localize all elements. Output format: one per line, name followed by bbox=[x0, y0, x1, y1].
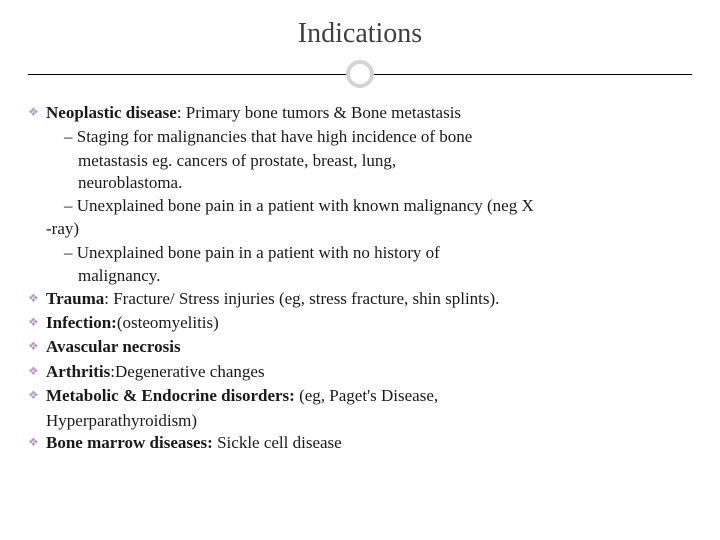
slide: Indications ❖ Neoplastic disease: Primar… bbox=[0, 0, 720, 540]
divider-line-left bbox=[28, 74, 347, 75]
title-divider bbox=[28, 60, 692, 88]
divider-circle-icon bbox=[346, 60, 374, 88]
sub-metabolic-2: Hyperparathyroidism) bbox=[28, 410, 692, 432]
bullet-label-rest: (eg, Paget's Disease, bbox=[295, 386, 438, 405]
slide-title: Indications bbox=[28, 18, 692, 50]
bullet-arthritis: ❖ Arthritis:Degenerative changes bbox=[28, 361, 692, 383]
bullet-label-rest: :Degenerative changes bbox=[110, 362, 264, 381]
bullet-label-bold: Trauma bbox=[46, 289, 104, 308]
bullet-label-rest: (osteomyelitis) bbox=[117, 313, 219, 332]
bullet-infection: ❖ Infection:(osteomyelitis) bbox=[28, 312, 692, 334]
diamond-bullet-icon: ❖ bbox=[28, 339, 39, 355]
diamond-bullet-icon: ❖ bbox=[28, 435, 39, 451]
bullet-label-bold: Avascular necrosis bbox=[46, 337, 181, 356]
content-body: ❖ Neoplastic disease: Primary bone tumor… bbox=[28, 102, 692, 455]
sub-staging-1: – Staging for malignancies that have hig… bbox=[28, 126, 692, 148]
diamond-bullet-icon: ❖ bbox=[28, 291, 39, 307]
sub-unexplained-known-1: – Unexplained bone pain in a patient wit… bbox=[28, 195, 692, 217]
diamond-bullet-icon: ❖ bbox=[28, 388, 39, 404]
bullet-trauma: ❖ Trauma: Fracture/ Stress injuries (eg,… bbox=[28, 288, 692, 310]
diamond-bullet-icon: ❖ bbox=[28, 315, 39, 331]
sub-staging-2: metastasis eg. cancers of prostate, brea… bbox=[28, 150, 692, 172]
bullet-label-bold: Neoplastic disease bbox=[46, 103, 177, 122]
bullet-neoplastic: ❖ Neoplastic disease: Primary bone tumor… bbox=[28, 102, 692, 124]
sub-unexplained-known-2: -ray) bbox=[28, 218, 692, 240]
divider-line-right bbox=[373, 74, 692, 75]
bullet-label-bold: Metabolic & Endocrine disorders: bbox=[46, 386, 295, 405]
bullet-avascular: ❖ Avascular necrosis bbox=[28, 336, 692, 358]
bullet-label-rest: : Fracture/ Stress injuries (eg, stress … bbox=[104, 289, 499, 308]
bullet-label-rest: : Primary bone tumors & Bone metastasis bbox=[177, 103, 461, 122]
bullet-label-rest: Sickle cell disease bbox=[213, 433, 342, 452]
sub-unexplained-nohx-1: – Unexplained bone pain in a patient wit… bbox=[28, 242, 692, 264]
bullet-label-bold: Arthritis bbox=[46, 362, 110, 381]
bullet-metabolic: ❖ Metabolic & Endocrine disorders: (eg, … bbox=[28, 385, 692, 407]
bullet-label-bold: Bone marrow diseases: bbox=[46, 433, 213, 452]
diamond-bullet-icon: ❖ bbox=[28, 105, 39, 121]
sub-unexplained-nohx-2: malignancy. bbox=[28, 265, 692, 287]
diamond-bullet-icon: ❖ bbox=[28, 364, 39, 380]
sub-staging-3: neuroblastoma. bbox=[28, 172, 692, 194]
bullet-label-bold: Infection: bbox=[46, 313, 117, 332]
bullet-bonemarrow: ❖ Bone marrow diseases: Sickle cell dise… bbox=[28, 432, 692, 454]
